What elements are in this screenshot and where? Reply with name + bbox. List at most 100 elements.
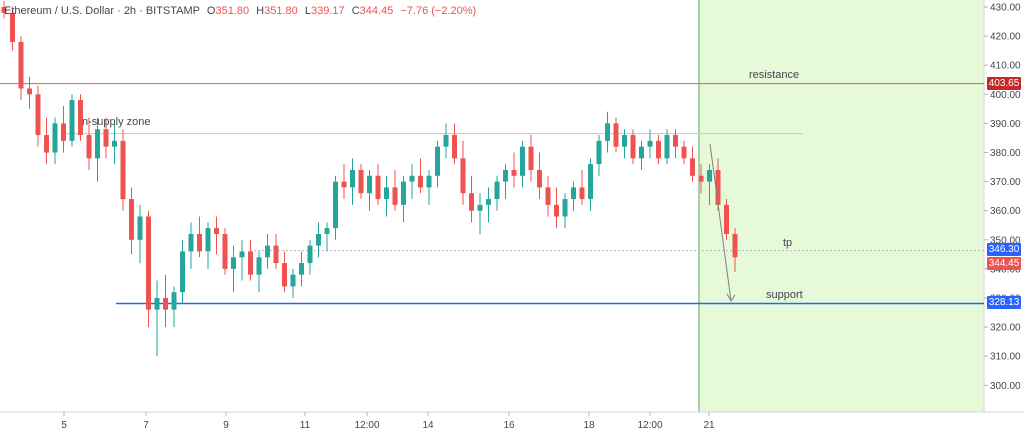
price-tick-label: 360.00: [990, 206, 1021, 217]
symbol-legend: Ethereum / U.S. Dollar · 2h · BITSTAMP O…: [4, 5, 476, 17]
candle-body: [61, 123, 66, 141]
candle-body: [418, 175, 423, 188]
candle-body: [350, 169, 355, 188]
candle-body: [265, 245, 270, 258]
high-value: 351.80: [264, 5, 298, 17]
candle-body: [520, 146, 525, 176]
candle-body: [545, 187, 551, 205]
candle-body: [120, 140, 126, 200]
candle-body: [307, 245, 313, 264]
candle-body: [401, 181, 406, 205]
candle-body: [282, 263, 287, 287]
candle-body: [180, 251, 185, 293]
candle-body: [469, 193, 474, 211]
time-tick-label: 14: [422, 420, 434, 431]
candle-body: [392, 187, 398, 205]
candle-body: [316, 233, 321, 246]
change-value: −7.76 (−2.20%): [400, 5, 477, 17]
supply-zone-label: n-supply zone: [82, 116, 151, 128]
candle-body: [511, 169, 517, 176]
time-tick-label: 12:00: [637, 420, 662, 431]
candle-body: [375, 175, 381, 200]
candle-body: [273, 245, 279, 264]
candle-body: [137, 216, 143, 240]
symbol-title: Ethereum / U.S. Dollar · 2h · BITSTAMP: [4, 5, 200, 17]
low-label: L: [304, 5, 311, 17]
time-tick-label: 5: [61, 420, 67, 431]
price-tick-label: 420.00: [990, 32, 1021, 43]
candle-body: [146, 216, 151, 310]
candle-body: [341, 181, 347, 188]
support-price-tag: 328.13: [987, 296, 1021, 309]
candle-body: [171, 292, 177, 310]
candle-body: [681, 146, 687, 159]
candle-body: [129, 199, 134, 240]
forecast-arrow-line: [709, 143, 732, 301]
candle-body: [1, 7, 7, 13]
candle-body: [613, 123, 619, 147]
price-tick-label: 400.00: [990, 90, 1021, 101]
time-tick-label: 7: [143, 420, 149, 431]
candle-body: [579, 187, 585, 200]
candle-body: [205, 228, 211, 252]
candle-body: [35, 94, 41, 136]
candle-body: [698, 175, 704, 182]
time-tick-label: 16: [503, 420, 515, 431]
candle-body: [10, 12, 15, 42]
candle-body: [27, 88, 32, 95]
time-tick-label: 9: [223, 420, 229, 431]
candle-body: [44, 135, 49, 153]
price-tick-label: 410.00: [990, 61, 1021, 72]
tp-label: tp: [783, 237, 793, 249]
time-tick-label: 21: [703, 420, 715, 431]
tp-price-tag: 346.30: [987, 243, 1021, 256]
candle-body: [494, 181, 500, 200]
high-label: H: [256, 5, 265, 17]
price-tick-label: 390.00: [990, 119, 1021, 130]
candle-body: [537, 169, 542, 188]
price-tick-label: 370.00: [990, 177, 1021, 188]
time-tick-label: 12:00: [354, 420, 379, 431]
candle-body: [443, 135, 449, 147]
candle-body: [188, 233, 194, 252]
candle-body: [460, 158, 466, 194]
candle-body: [724, 204, 729, 234]
price-tick-label: 320.00: [990, 323, 1021, 334]
candle-body: [154, 298, 160, 310]
last-price-tag: 344.45: [987, 257, 1021, 270]
price-tick-label: 310.00: [990, 352, 1021, 363]
candle-body: [52, 123, 58, 153]
support-label: support: [766, 289, 803, 301]
price-tick-label: 300.00: [990, 381, 1021, 392]
candle-body: [588, 164, 593, 200]
open-value: 351.80: [215, 5, 250, 17]
candle-body: [707, 169, 712, 182]
low-value: 339.17: [310, 5, 345, 17]
candle-body: [562, 199, 568, 217]
candle-body: [103, 129, 109, 147]
candle-body: [324, 228, 330, 234]
candle-body: [715, 169, 721, 205]
candle-body: [95, 129, 100, 159]
time-tick-label: 11: [300, 420, 311, 431]
candle-body: [503, 169, 508, 182]
candle-body: [732, 233, 738, 258]
candle-body: [214, 228, 219, 234]
candle-body: [452, 135, 457, 159]
candle-body: [622, 135, 627, 147]
candle-body: [664, 135, 670, 159]
candle-body: [647, 140, 653, 147]
candle-body: [435, 146, 440, 176]
resistance-price-tag: 403.65: [987, 77, 1021, 90]
candle-body: [197, 233, 202, 252]
candle-body: [163, 298, 168, 310]
candle-body: [239, 251, 245, 258]
candle-body: [333, 181, 338, 229]
candle-body: [409, 175, 415, 182]
price-tick-label: 350.00: [990, 235, 1021, 246]
candle-body: [528, 146, 534, 170]
candle-body: [86, 135, 92, 159]
forecast-arrow-head: [726, 293, 736, 302]
